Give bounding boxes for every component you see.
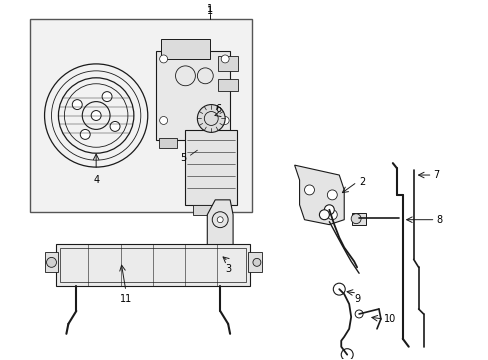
Circle shape — [252, 258, 260, 266]
Bar — [193, 205, 229, 215]
Circle shape — [326, 210, 337, 220]
Circle shape — [304, 185, 314, 195]
Text: 6: 6 — [215, 104, 221, 113]
Circle shape — [110, 121, 120, 131]
Circle shape — [326, 190, 337, 200]
Circle shape — [91, 111, 101, 121]
Bar — [218, 79, 238, 91]
Circle shape — [160, 55, 167, 63]
Text: 8: 8 — [436, 215, 442, 225]
Circle shape — [319, 210, 328, 220]
Text: 2: 2 — [358, 177, 365, 187]
Text: 11: 11 — [120, 294, 132, 304]
Bar — [351, 213, 366, 225]
Circle shape — [80, 130, 90, 139]
Bar — [185, 130, 237, 205]
Bar — [61, 248, 245, 282]
Polygon shape — [294, 165, 344, 225]
Text: 3: 3 — [224, 264, 231, 274]
Bar — [218, 56, 238, 71]
Circle shape — [160, 117, 167, 125]
Bar — [30, 19, 251, 212]
Circle shape — [324, 205, 334, 215]
Circle shape — [350, 214, 360, 224]
Text: 4: 4 — [93, 175, 99, 185]
Bar — [158, 138, 176, 148]
Circle shape — [46, 257, 56, 267]
Circle shape — [217, 217, 223, 223]
Circle shape — [72, 100, 82, 109]
Bar — [161, 39, 210, 59]
Bar — [215, 138, 233, 148]
Circle shape — [221, 117, 229, 125]
Circle shape — [221, 55, 229, 63]
Bar — [56, 244, 249, 286]
Text: 1: 1 — [207, 6, 213, 16]
Text: 7: 7 — [433, 170, 439, 180]
Circle shape — [354, 310, 362, 318]
Circle shape — [197, 105, 224, 132]
Text: 10: 10 — [383, 314, 395, 324]
Text: 5: 5 — [180, 153, 186, 163]
Text: 9: 9 — [353, 294, 360, 304]
Bar — [247, 252, 262, 272]
Circle shape — [102, 92, 112, 102]
Bar — [155, 51, 230, 140]
Text: 1: 1 — [207, 4, 213, 14]
Polygon shape — [207, 200, 233, 255]
Bar — [44, 252, 59, 272]
